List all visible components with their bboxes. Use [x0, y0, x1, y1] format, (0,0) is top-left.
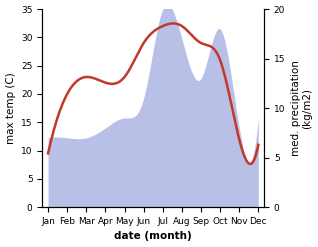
- Y-axis label: med. precipitation
(kg/m2): med. precipitation (kg/m2): [291, 60, 313, 156]
- X-axis label: date (month): date (month): [114, 231, 192, 242]
- Y-axis label: max temp (C): max temp (C): [5, 72, 16, 144]
